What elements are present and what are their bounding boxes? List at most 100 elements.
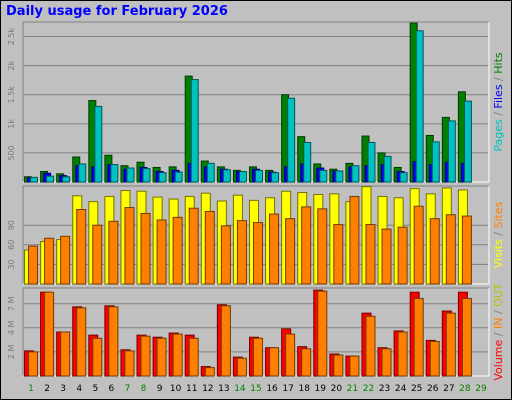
- bar-sites: [413, 205, 424, 285]
- bar-in: [172, 333, 183, 377]
- x-tick-label: 23: [379, 384, 390, 394]
- legend-entry: Pages: [492, 119, 505, 152]
- legend-entry: Visits: [492, 239, 505, 268]
- y-tick-label: 60: [7, 240, 16, 250]
- y-tick-label: 1.5k: [7, 86, 16, 104]
- y-tick-label: 1k: [7, 119, 16, 129]
- bar-pages: [319, 169, 328, 183]
- bar-sites: [429, 218, 440, 285]
- bar-sites: [172, 216, 183, 285]
- bar-in: [220, 305, 231, 377]
- x-tick-label: 25: [411, 384, 422, 394]
- bar-pages: [78, 163, 87, 183]
- y-tick-label: 4 M: [7, 320, 16, 335]
- bar-sites: [108, 220, 119, 285]
- bar-in: [124, 350, 135, 377]
- bar-pages: [255, 169, 263, 183]
- bar-in: [28, 351, 39, 377]
- x-tick-label: 29: [475, 384, 487, 394]
- x-tick-label: 22: [363, 384, 374, 394]
- bar-pages: [30, 176, 39, 183]
- bar-pages: [46, 175, 55, 183]
- bar-sites: [397, 226, 408, 285]
- x-tick-label: 9: [157, 384, 163, 394]
- legend-entry: /: [492, 329, 505, 340]
- bar-in: [317, 290, 328, 377]
- bar-pages: [399, 172, 408, 183]
- bar-sites: [445, 214, 456, 285]
- legend-entry: Hits: [492, 52, 505, 74]
- bar-pages: [62, 176, 71, 183]
- x-tick-label: 8: [141, 384, 147, 394]
- bar-in: [60, 331, 71, 377]
- x-tick-label: 15: [250, 384, 261, 394]
- bar-sites: [317, 208, 328, 285]
- bar-sites: [461, 215, 472, 285]
- bar-sites: [220, 225, 231, 285]
- bar-pages: [303, 141, 312, 183]
- x-tick-label: 19: [315, 384, 327, 394]
- bar-in: [44, 291, 55, 377]
- bar-pages: [190, 79, 199, 183]
- bar-sites: [349, 195, 360, 285]
- x-tick-label: 4: [76, 384, 82, 394]
- bar-in: [76, 307, 87, 377]
- bar-sites: [156, 219, 167, 285]
- bar-in: [108, 306, 119, 377]
- bar-in: [301, 348, 312, 377]
- legend-entry: IN: [492, 318, 505, 329]
- bar-pages: [447, 120, 456, 183]
- bar-pages: [335, 170, 344, 183]
- bar-sites: [60, 235, 71, 285]
- y-tick-label: 2 M: [7, 345, 16, 360]
- x-tick-label: 5: [92, 384, 98, 394]
- x-tick-label: 11: [186, 384, 197, 394]
- bar-in: [413, 297, 424, 377]
- x-tick-label: 7: [125, 384, 131, 394]
- bar-sites: [285, 218, 296, 285]
- bar-in: [333, 354, 344, 377]
- bar-pages: [142, 168, 151, 183]
- bar-pages: [383, 155, 392, 183]
- bar-sites: [333, 224, 344, 285]
- bar-in: [285, 333, 296, 377]
- bar-in: [429, 340, 440, 377]
- bar-pages: [238, 171, 247, 183]
- bar-pages: [463, 100, 472, 183]
- y-tick-label: 30: [7, 259, 16, 269]
- x-tick-label: 24: [395, 384, 407, 394]
- bar-in: [188, 337, 199, 377]
- legend-entry: Files: [492, 84, 505, 108]
- bar-sites: [381, 228, 392, 285]
- y-tick-label: 500: [7, 145, 16, 160]
- bar-pages: [271, 172, 280, 183]
- legend-volume: Volume / IN / OUT: [492, 283, 505, 381]
- x-tick-label: 21: [347, 384, 358, 394]
- bar-in: [397, 331, 408, 377]
- bar-sites: [92, 224, 103, 285]
- legend-entry: /: [492, 228, 505, 239]
- bar-pages: [287, 97, 296, 183]
- legend-entry: /: [492, 74, 505, 85]
- x-tick-label: 1: [28, 384, 34, 394]
- bar-pages: [174, 171, 183, 183]
- legend-entry: Volume: [492, 339, 505, 380]
- legend-entry: Sites: [492, 201, 505, 228]
- x-tick-label: 20: [331, 384, 343, 394]
- bar-sites: [124, 207, 135, 285]
- bar-in: [236, 357, 247, 377]
- chart-title: Daily usage for February 2026: [6, 4, 228, 19]
- x-tick-label: 28: [459, 384, 471, 394]
- x-tick-label: 27: [443, 384, 454, 394]
- x-tick-label: 26: [427, 384, 439, 394]
- x-tick-label: 12: [202, 384, 213, 394]
- bar-sites: [28, 245, 39, 285]
- x-tick-label: 16: [266, 384, 278, 394]
- bar-pages: [222, 169, 231, 183]
- bar-sites: [44, 237, 55, 285]
- bar-in: [253, 337, 263, 377]
- bar-sites: [236, 220, 247, 285]
- x-tick-label: 10: [170, 384, 182, 394]
- bar-in: [156, 337, 167, 377]
